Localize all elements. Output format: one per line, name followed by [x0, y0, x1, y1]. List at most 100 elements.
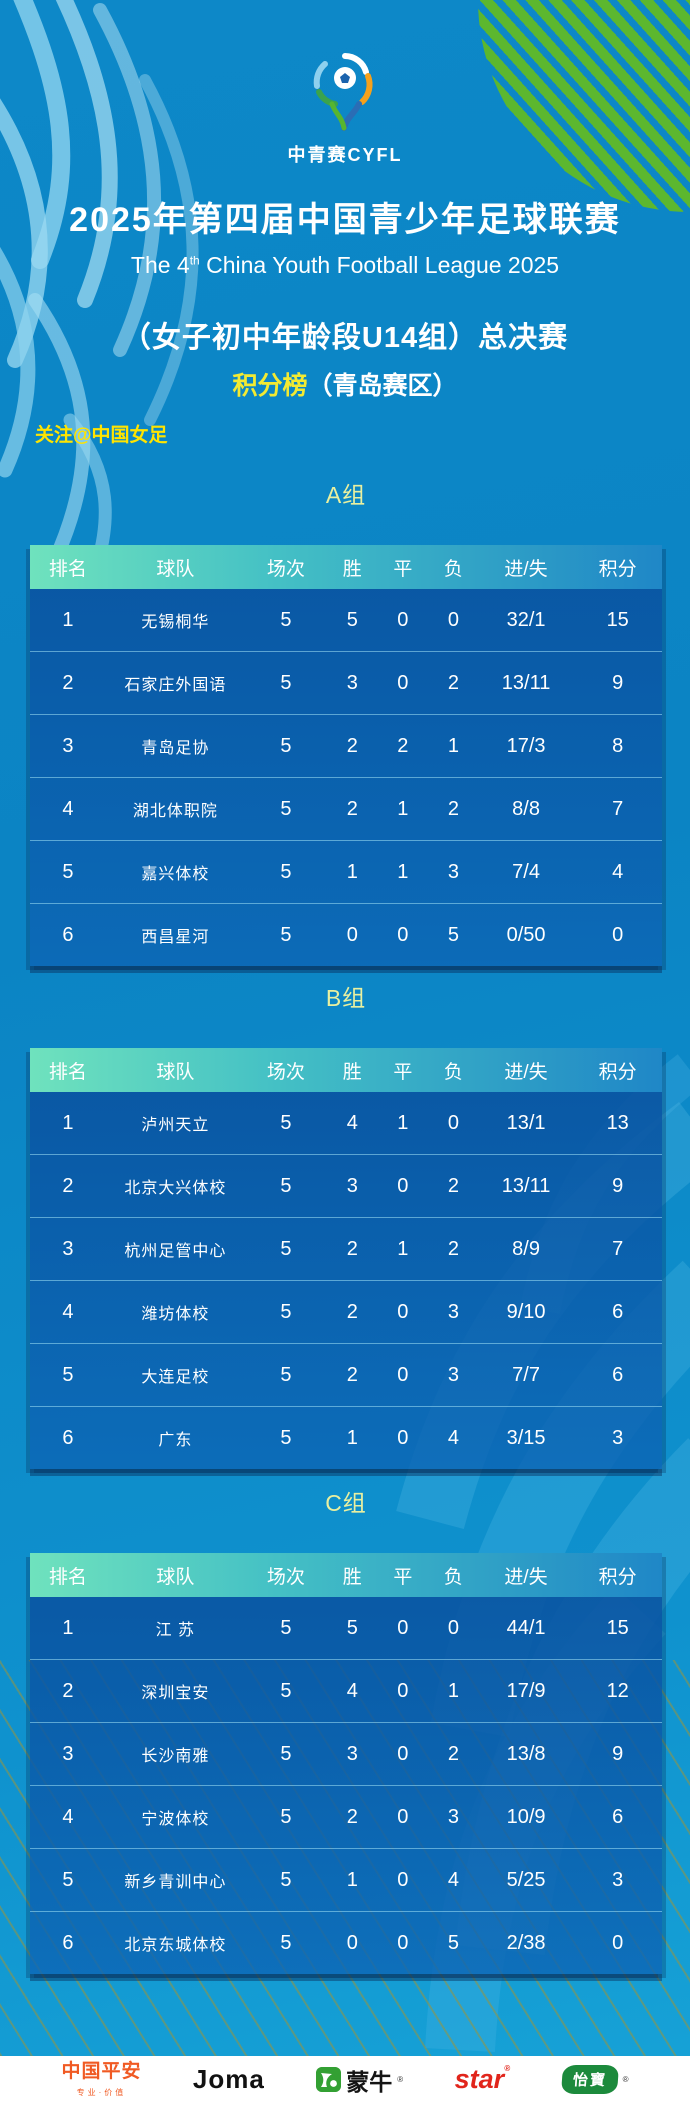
- table-cell: 1: [346, 1426, 358, 1449]
- table-cell: 8/8: [512, 797, 540, 820]
- table-cell: 5: [280, 1805, 292, 1828]
- table-row: 2 石家庄外国语 5 3 0 2 13/11 9: [30, 651, 662, 714]
- table-row: 6 西昌星河 5 0 0 5 0/50 0: [30, 903, 662, 966]
- table-cell: 1: [447, 734, 459, 757]
- table-cell: 9: [612, 1174, 624, 1197]
- table-cell: 0: [346, 1931, 358, 1954]
- table-cell: 0: [447, 1111, 459, 1134]
- table-body: 1 无锡桐华 5 5 0 0 32/1 15 2 石家庄外国语 5 3 0 2 13/11 9 3 青岛足协 5 2 2…: [30, 589, 662, 966]
- table-row: 2 深圳宝安 5 4 0 1 17/9 12: [30, 1659, 662, 1722]
- table-cell: 0: [397, 1363, 409, 1386]
- standings-heading: 积分榜（青岛赛区）: [0, 366, 690, 402]
- table-cell: 0: [397, 1616, 409, 1639]
- table-cell: 1: [62, 608, 74, 631]
- table-cell: 7: [612, 1237, 624, 1260]
- table-cell: 15: [606, 608, 629, 631]
- column-header: 球队: [156, 1061, 195, 1083]
- table-cell: 3: [612, 1868, 624, 1891]
- group-title: C组: [325, 1490, 367, 1516]
- column-header: 球队: [156, 558, 195, 580]
- table-cell: 2: [346, 1300, 358, 1323]
- table-cell: 1: [346, 1868, 358, 1891]
- table-cell: 5: [62, 1868, 74, 1891]
- table-cell: 4: [447, 1868, 459, 1891]
- table-cell: 1: [397, 860, 409, 883]
- table-cell: 深圳宝安: [141, 1685, 210, 1702]
- table-cell: 杭州足管中心: [124, 1243, 227, 1260]
- table-row: 4 潍坊体校 5 2 0 3 9/10 6: [30, 1280, 662, 1343]
- column-header: 球队: [156, 1566, 195, 1588]
- table-row: 1 无锡桐华 5 5 0 0 32/1 15: [30, 589, 662, 651]
- star-reg-mark: ®: [504, 2064, 511, 2073]
- table-cell: 大连足校: [141, 1369, 210, 1386]
- cyfl-emblem-icon: [313, 53, 373, 131]
- table-cell: 4: [62, 797, 74, 820]
- cestbon-reg-mark: ®: [622, 2075, 629, 2084]
- table-cell: 0: [346, 923, 358, 946]
- table-cell: 2: [346, 1237, 358, 1260]
- table-cell: 15: [606, 1616, 629, 1639]
- table-cell: 3/15: [506, 1426, 546, 1449]
- table-header-row: 排名 球队 场次 胜 平 负 进/失 积分: [30, 1553, 662, 1597]
- star-logo-word: star: [454, 2064, 505, 2094]
- standings-label: 积分榜: [232, 372, 308, 400]
- table-cell: 3: [447, 1363, 459, 1386]
- table-cell: 3: [346, 1742, 358, 1765]
- subtitle-prefix: The 4: [130, 252, 190, 278]
- table-cell: 13/11: [501, 671, 551, 694]
- table-cell: 5: [280, 1426, 292, 1449]
- table-cell: 1: [397, 1111, 409, 1134]
- table-cell: 5: [280, 734, 292, 757]
- table-header-row: 排名 球队 场次 胜 平 负 进/失 积分: [30, 1048, 662, 1092]
- table-cell: 0: [397, 1805, 409, 1828]
- table-body: 1 泸州天立 5 4 1 0 13/1 13 2 北京大兴体校 5 3 0 2 13/11 9 3 杭州足管中心 5…: [30, 1092, 662, 1469]
- table-cell: 7: [612, 797, 624, 820]
- table-cell: 2: [447, 797, 459, 820]
- table-cell: 江 苏: [155, 1622, 196, 1639]
- table-cell: 5: [280, 1300, 292, 1323]
- table-cell: 13/11: [501, 1174, 551, 1197]
- table-cell: 2: [447, 671, 459, 694]
- column-header: 积分: [598, 1566, 637, 1588]
- mengniu-icon: [316, 2067, 342, 2092]
- table-cell: 2/38: [506, 1931, 546, 1954]
- table-cell: 新乡青训中心: [124, 1874, 227, 1891]
- table-cell: 1: [62, 1111, 74, 1134]
- table-row: 4 宁波体校 5 2 0 3 10/9 6: [30, 1785, 662, 1848]
- column-header: 平: [393, 1061, 413, 1083]
- column-header: 负: [443, 1061, 463, 1083]
- group-b-section: B组 排名 球队 场次胜平负进/失 积分 1 泸州天立 5 4 1 0 13/1 13 2 北京大兴体校…: [30, 983, 662, 1469]
- column-header: 负: [443, 1566, 463, 1588]
- table-cell: 2: [447, 1174, 459, 1197]
- table-cell: 17/9: [506, 1679, 546, 1702]
- table-cell: 4: [346, 1111, 358, 1134]
- table-cell: 5: [280, 1174, 292, 1197]
- table-cell: 5: [346, 1616, 358, 1639]
- table-cell: 12: [606, 1679, 629, 1702]
- table-cell: 3: [62, 1237, 74, 1260]
- table-cell: 1: [447, 1679, 459, 1702]
- table-cell: 9/10: [506, 1300, 546, 1323]
- star-logo-text: star®: [455, 2064, 510, 2095]
- table-cell: 2: [346, 1363, 358, 1386]
- column-header: 胜: [342, 558, 362, 580]
- table-cell: 5: [280, 608, 292, 631]
- table-cell: 5: [280, 1742, 292, 1765]
- table-cell: 0/50: [506, 923, 546, 946]
- group-a-section: A组 排名 球队 场次胜平负进/失 积分 1 无锡桐华 5 5 0 0 32/1 15 2 石家庄外国语…: [30, 480, 662, 966]
- table-cell: 2: [447, 1742, 459, 1765]
- table-cell: 湖北体职院: [132, 803, 218, 820]
- group-title: A组: [325, 482, 367, 508]
- table-row: 4 湖北体职院 5 2 1 2 8/8 7: [30, 777, 662, 840]
- table-cell: 32/1: [506, 608, 546, 631]
- table-row: 6 北京东城体校 5 0 0 5 2/38 0: [30, 1911, 662, 1974]
- joma-logo: Joma: [193, 2064, 265, 2095]
- table-cell: 4: [346, 1679, 358, 1702]
- table-cell: 3: [447, 1300, 459, 1323]
- table-cell: 6: [62, 1931, 74, 1954]
- column-header: 积分: [598, 1061, 637, 1083]
- follow-account-label: 关注@中国女足: [35, 425, 168, 446]
- table-cell: 0: [397, 1868, 409, 1891]
- table-cell: 4: [447, 1426, 459, 1449]
